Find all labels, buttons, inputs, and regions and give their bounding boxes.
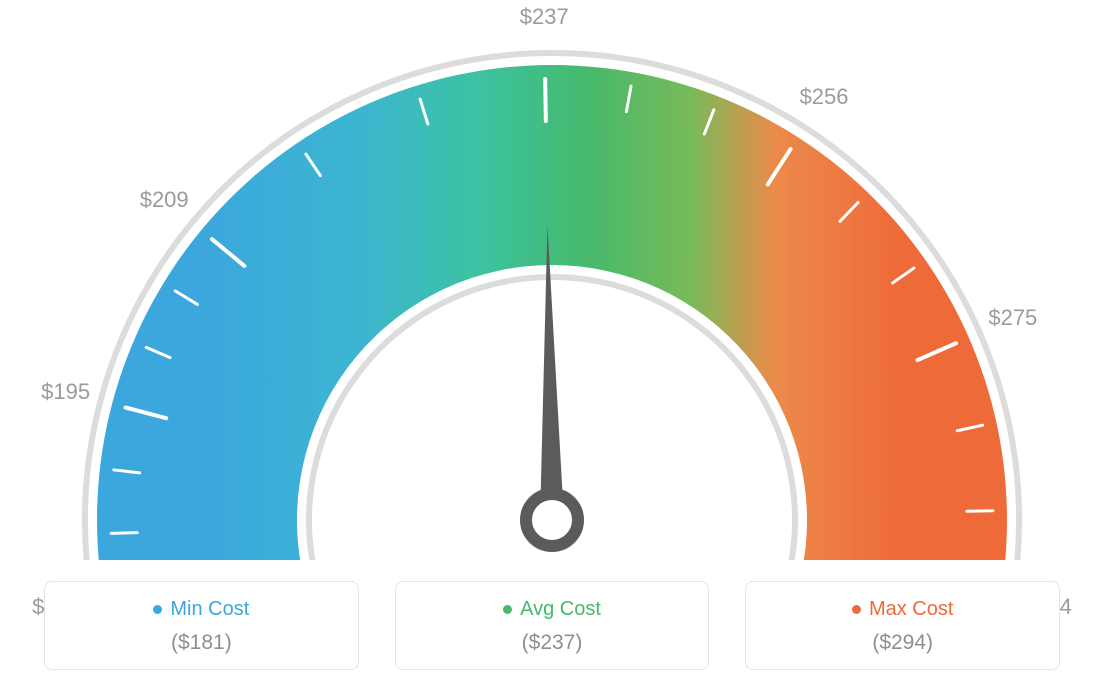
legend-title-avg: Avg Cost (503, 598, 601, 621)
legend-card-min: Min Cost ($181) (44, 581, 359, 670)
dot-icon (852, 605, 861, 614)
legend-title-text: Max Cost (869, 598, 953, 621)
legend-title-text: Min Cost (170, 598, 249, 621)
legend-card-avg: Avg Cost ($237) (395, 581, 710, 670)
legend-title-min: Min Cost (153, 598, 249, 621)
gauge-tick-label: $209 (140, 187, 189, 213)
legend-title-text: Avg Cost (520, 598, 601, 621)
legend-title-max: Max Cost (852, 598, 953, 621)
legend-value-min: ($181) (45, 631, 358, 655)
legend-value-avg: ($237) (396, 631, 709, 655)
gauge-tick-label: $195 (41, 379, 90, 405)
legend-card-max: Max Cost ($294) (745, 581, 1060, 670)
gauge-tick-label: $275 (988, 305, 1037, 331)
gauge-tick-label: $237 (520, 4, 569, 30)
gauge-svg (0, 0, 1104, 560)
legend-row: Min Cost ($181) Avg Cost ($237) Max Cost… (0, 581, 1104, 670)
gauge-tick-label: $256 (800, 84, 849, 110)
dot-icon (153, 605, 162, 614)
legend-value-max: ($294) (746, 631, 1059, 655)
gauge-chart: $181$195$209$237$256$275$294 (0, 0, 1104, 560)
dot-icon (503, 605, 512, 614)
